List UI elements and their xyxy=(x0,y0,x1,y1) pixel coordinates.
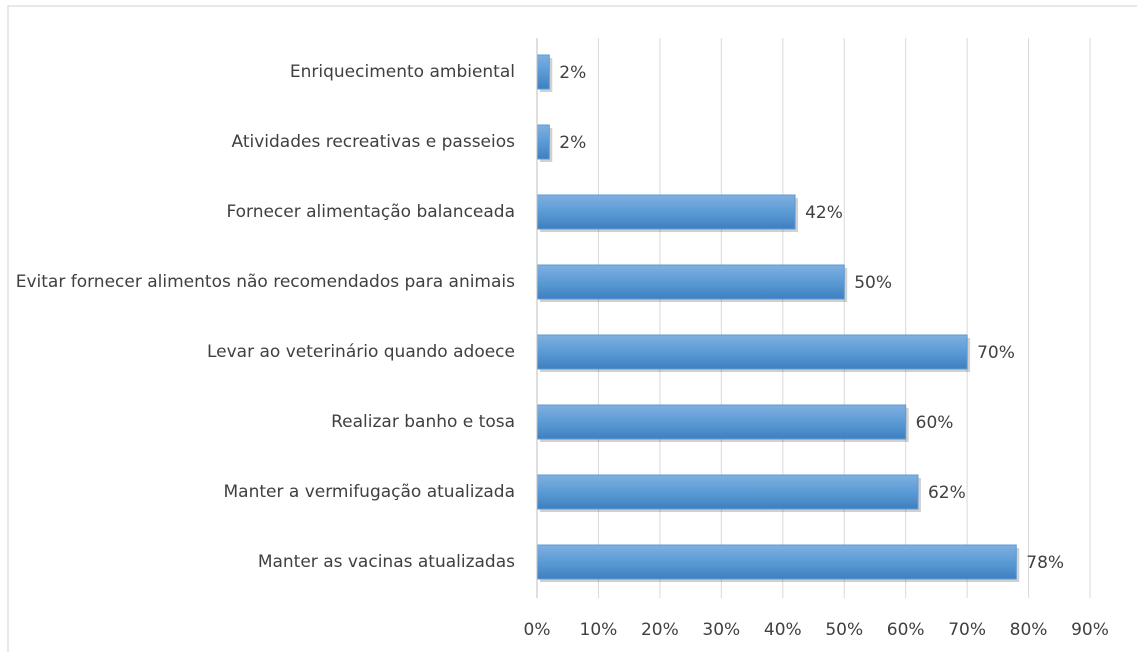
bar xyxy=(536,474,919,510)
value-label: 42% xyxy=(805,203,843,223)
x-tick-label: 20% xyxy=(641,620,679,640)
x-tick-label: 50% xyxy=(825,620,863,640)
category-label: Realizar banho e tosa xyxy=(331,412,515,432)
value-label: 78% xyxy=(1026,553,1064,573)
x-tick-label: 30% xyxy=(702,620,740,640)
category-label: Levar ao veterinário quando adoece xyxy=(206,342,515,362)
bar xyxy=(536,404,907,440)
value-label: 50% xyxy=(854,273,892,293)
x-tick-label: 60% xyxy=(887,620,925,640)
bar xyxy=(536,194,796,230)
value-label: 2% xyxy=(559,63,586,83)
category-label: Atividades recreativas e passeios xyxy=(231,132,516,152)
bar xyxy=(536,544,1017,580)
category-label: Fornecer alimentação balanceada xyxy=(226,202,515,222)
value-label: 60% xyxy=(916,413,954,433)
x-tick-label: 0% xyxy=(524,620,551,640)
x-tick-label: 10% xyxy=(580,620,618,640)
bar xyxy=(536,334,968,370)
x-tick-label: 40% xyxy=(764,620,802,640)
category-label: Manter a vermifugação atualizada xyxy=(223,482,516,502)
category-label: Enriquecimento ambiental xyxy=(289,62,515,82)
bar xyxy=(536,264,845,300)
value-label: 70% xyxy=(977,343,1015,363)
x-tick-label: 70% xyxy=(948,620,986,640)
chart-frame xyxy=(7,5,1137,652)
bar xyxy=(536,124,550,160)
x-tick-label: 80% xyxy=(1010,620,1048,640)
category-label: Manter as vacinas atualizadas xyxy=(257,552,515,572)
category-label: Evitar fornecer alimentos não recomendad… xyxy=(15,272,515,292)
value-label: 62% xyxy=(928,483,966,503)
bar xyxy=(536,54,550,90)
x-tick-label: 90% xyxy=(1071,620,1109,640)
value-label: 2% xyxy=(559,133,586,153)
